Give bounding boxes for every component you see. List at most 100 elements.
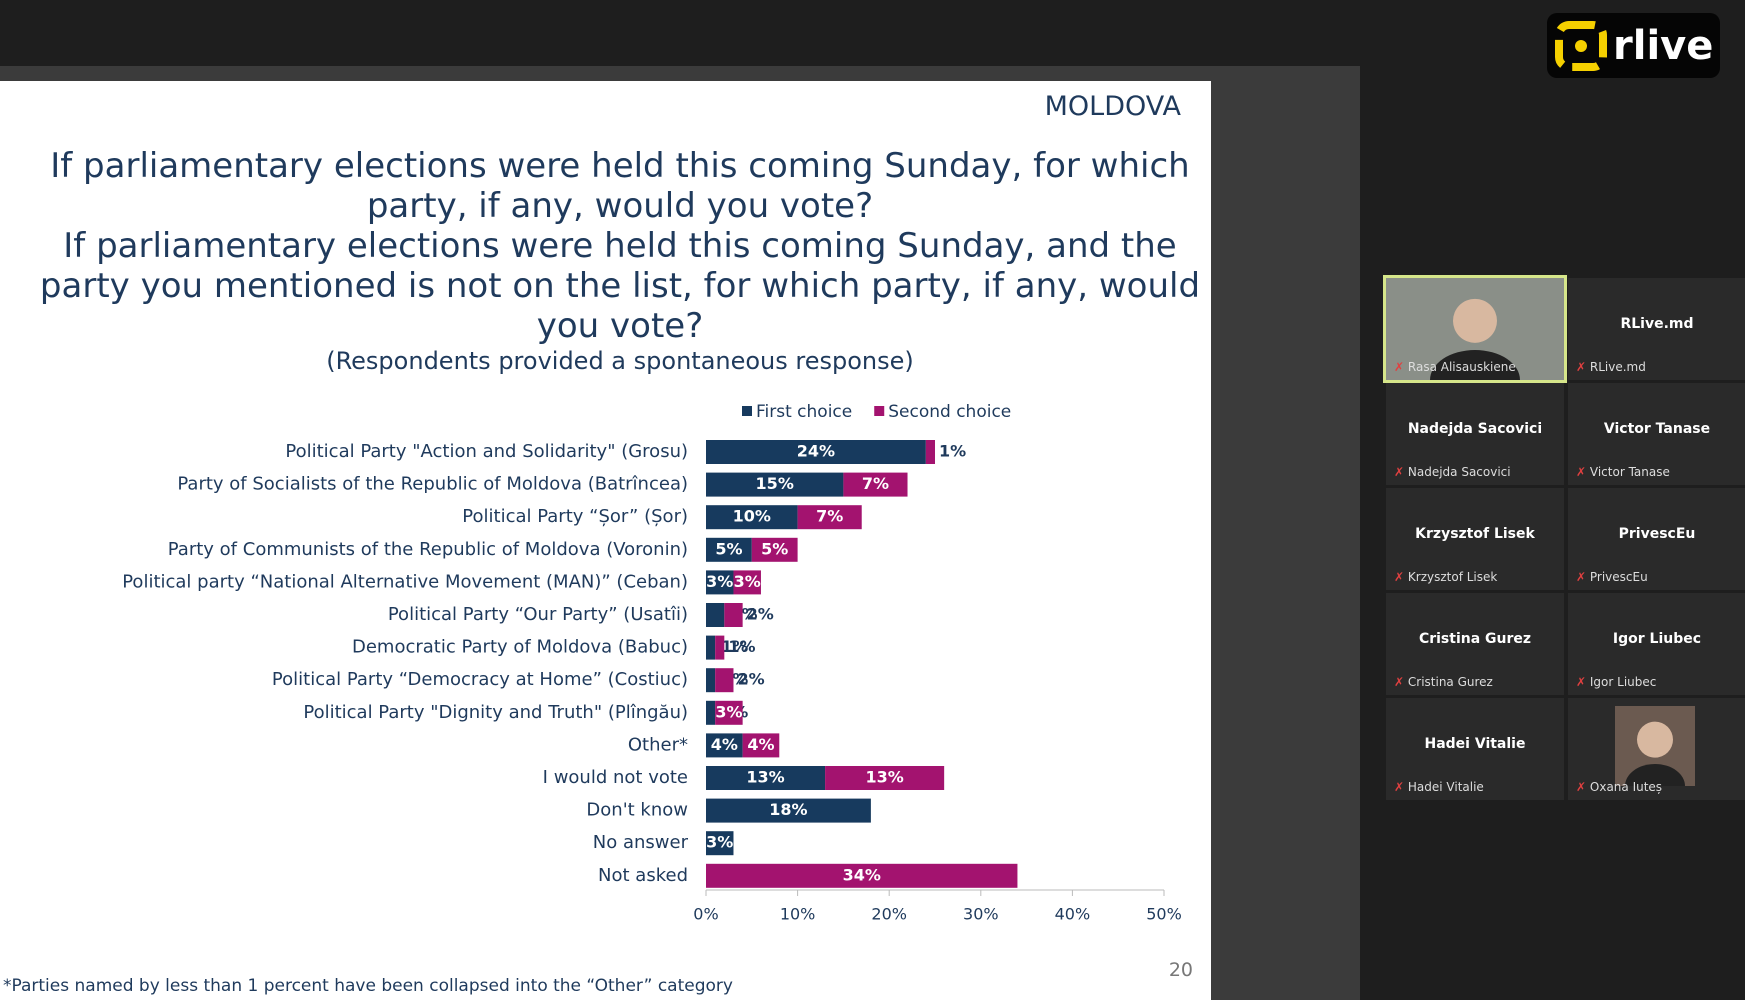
participant-tile[interactable]: Krzysztof Lisek ✗ Krzysztof Lisek [1386,488,1564,590]
participant-tile[interactable]: Cristina Gurez ✗ Cristina Gurez [1386,593,1564,695]
data-label: 5% [761,539,788,558]
participant-label-text: Oxana Iuteș [1589,780,1663,794]
data-label: 2% [747,605,774,624]
data-label: 18% [769,800,807,819]
bar-segment [706,537,752,562]
bar-segment [706,635,716,660]
participant-name: Cristina Gurez [1418,631,1532,647]
participant-tile[interactable]: ✗ Oxana Iuteș [1568,698,1745,800]
participant-label: ✗ Igor Liubec [1576,675,1657,689]
page-number: 20 [1168,959,1193,981]
participant-label: ✗ Victor Tanase [1576,465,1670,479]
chart: 0% 10% 20% 30% 40% 50% First choice Second choi… [122,402,1182,924]
category-label: I would not vote [543,767,688,788]
data-label: 3% [706,572,733,591]
bar-segment [706,766,826,790]
bar-segment [742,733,780,758]
participant-label: ✗ RLive.md [1576,360,1646,374]
participant-label-text: Cristina Gurez [1407,675,1493,689]
bar-segment [706,505,798,530]
participant-label: ✗ Krzysztof Lisek [1394,570,1498,584]
category-label: Don't know [586,800,688,821]
participant-label-text: Nadejda Sacovici [1407,465,1511,479]
data-label: 3% [706,833,733,852]
participant-tile[interactable]: PrivescEu ✗ PrivescEu [1568,488,1745,590]
category-label: Other* [628,734,688,755]
participant-tile[interactable]: Igor Liubec ✗ Igor Liubec [1568,593,1745,695]
category-label: Political party “National Alternative Mo… [122,571,688,592]
participant-tile[interactable]: RLive.md ✗ RLive.md [1568,278,1745,380]
bar-segment [706,798,871,823]
bar-segment [715,668,734,693]
bar-segment [706,700,716,725]
data-label: 4% [711,735,738,754]
legend-label: First choice [756,402,852,422]
bar-segment [925,440,935,464]
participant-tile[interactable]: Victor Tanase ✗ Victor Tanase [1568,383,1745,485]
video-feed [1386,278,1564,380]
data-label: 15% [756,474,794,493]
data-label: 34% [843,865,881,884]
category-label: No answer [593,832,689,853]
bar-segment [843,472,908,497]
question: If parliamentary elections were held thi… [50,146,1190,226]
category-label: Political Party “Șor” (Șor) [462,506,688,527]
participant-tile[interactable]: ✗ Rasa Alisauskiene [1383,275,1567,383]
data-label: 5% [715,539,742,558]
participant-tile[interactable]: Hadei Vitalie ✗ Hadei Vitalie [1386,698,1564,800]
category-label: Political Party "Action and Solidarity" … [285,441,688,462]
x-tick-label: 30% [963,905,999,924]
video-feed [1615,706,1695,786]
participant-label: ✗ Rasa Alisauskiene [1394,360,1516,374]
x-tick-label: 40% [1055,905,1091,924]
logo[interactable]: rlive [1547,13,1720,78]
participant-name: Hadei Vitalie [1424,736,1526,752]
bar-segment [706,733,743,758]
data-label: 13% [865,768,903,787]
category-label: Political Party “Democracy at Home” (Cos… [272,669,688,690]
bar-segment [706,831,734,856]
bar-segment [825,766,945,790]
participant-name: RLive.md [1620,316,1694,332]
x-tick-label: 50% [1146,905,1182,924]
legend-swatch [742,406,752,416]
participant-name: Igor Liubec [1612,631,1702,647]
bar-segment [706,472,844,497]
participant-label-text: Krzysztof Lisek [1407,570,1498,584]
participant-label: ✗ PrivescEu [1576,570,1648,584]
x-tick-label: 10% [780,905,816,924]
participant-label-text: Igor Liubec [1589,675,1657,689]
participant-label: ✗ Cristina Gurez [1394,675,1493,689]
category-label: Party of Communists of the Republic of M… [168,539,688,560]
category-label: Party of Socialists of the Republic of M… [177,474,688,495]
footnote: *Parties named by less than 1 percent ha… [3,976,733,996]
participant-name: PrivescEu [1618,526,1696,542]
data-label: 3% [715,702,742,721]
category-label: Political Party "Dignity and Truth" (Plî… [303,702,688,723]
participant-label: ✗ Nadejda Sacovici [1394,465,1511,479]
data-label: 3% [734,572,761,591]
logo-icon: rlive [1555,21,1713,71]
data-label: 10% [733,507,771,526]
logo-text: rlive [1613,23,1713,69]
participant-label: ✗ Hadei Vitalie [1394,780,1484,794]
participant-label-text: RLive.md [1589,360,1646,374]
bar-segment [733,570,761,595]
data-label: 1% [721,637,748,656]
participant-name: Nadejda Sacovici [1407,421,1543,437]
participant-label: ✗ Oxana Iuteș [1576,780,1663,794]
participant-tile[interactable]: Nadejda Sacovici ✗ Nadejda Sacovici [1386,383,1564,485]
bar-segment [706,440,926,464]
data-label: 13% [746,768,784,787]
bar-segment [706,668,716,693]
participant-name: Victor Tanase [1603,421,1711,437]
legend-swatch [874,406,885,416]
participant-name: Krzysztof Lisek [1415,526,1535,542]
data-label: 2% [737,670,764,689]
bar-segment [724,603,743,627]
participant-label-text: Rasa Alisauskiene [1407,360,1516,374]
category-label: Democratic Party of Moldova (Babuc) [352,637,688,658]
data-label: 1% [728,637,755,656]
bar-segment [797,505,862,530]
